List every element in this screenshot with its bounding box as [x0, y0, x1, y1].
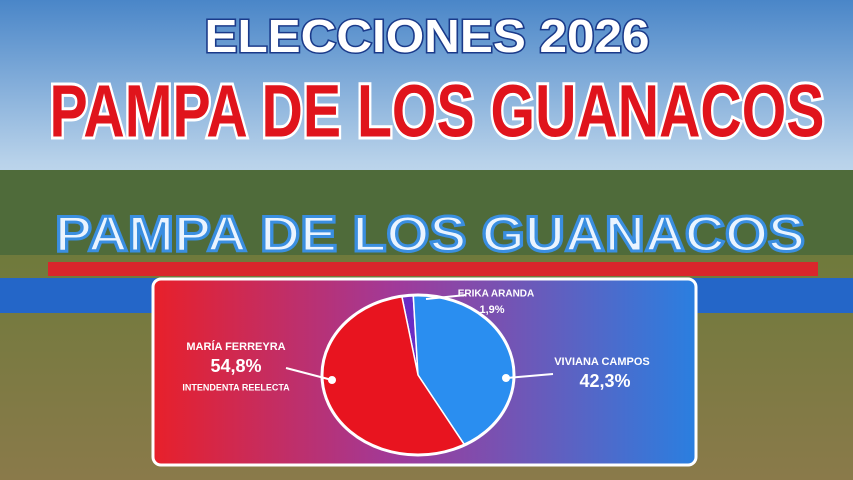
sign-stripe: [48, 262, 818, 276]
slice-name: VIVIANA CAMPOS: [554, 356, 650, 368]
annotation: INTENDENTA REELECTA: [182, 382, 290, 392]
leader-line: [505, 373, 554, 379]
slice-label: 42,3%: [579, 371, 630, 391]
slice-name: MARÍA FERREYRA: [186, 340, 285, 353]
slice-label: 54,8%: [210, 356, 261, 376]
pie-outline: [320, 293, 516, 457]
trees: [0, 170, 853, 260]
leader-dot: [502, 374, 510, 382]
leader-lines: [285, 294, 554, 384]
slice-label: 1,9%: [479, 304, 504, 316]
pie: [320, 293, 516, 457]
chart-subtitle: PAMPA DE LOS GUANACOS: [50, 70, 825, 153]
background-sign: PAMPA DE LOS GUANACOS: [55, 206, 805, 262]
leader-dot: [328, 376, 336, 384]
slice-name: ERIKA ARANDA: [458, 289, 534, 300]
leader-line: [425, 294, 467, 300]
chart-title: ELECCIONES 2026: [205, 10, 650, 62]
leader-line: [285, 367, 333, 381]
